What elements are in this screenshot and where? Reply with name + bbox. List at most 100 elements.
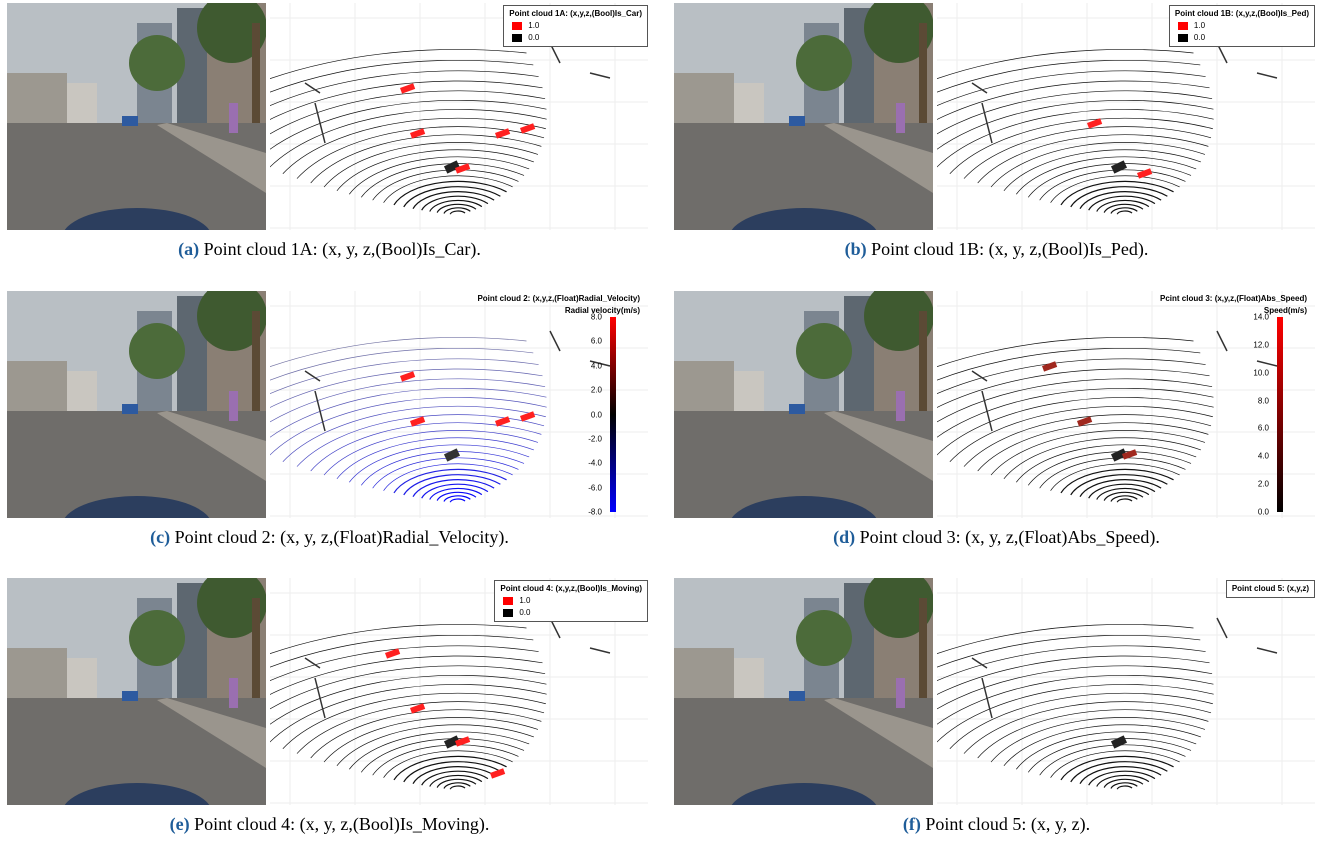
caption-text: Point cloud 3: (x, y, z,(Float)Abs_Speed… <box>860 527 1160 547</box>
scan-ring <box>430 200 482 211</box>
panel: Point cloud 4: (x,y,z,(Bool)Is_Moving)1.… <box>7 578 652 823</box>
building <box>674 73 734 128</box>
colorbar-tick: 12.0 <box>1253 340 1269 349</box>
scan-ring <box>337 725 534 766</box>
street-photo <box>674 3 933 230</box>
caption-label: (b) <box>845 239 867 259</box>
scan-ring <box>937 624 1193 704</box>
colorbar-tick: 4.0 <box>1258 452 1269 461</box>
highlight-cluster <box>400 83 415 93</box>
car-cluster <box>1111 160 1127 173</box>
legend-swatch <box>503 597 513 605</box>
legend-entry: 0.0 <box>512 32 642 44</box>
colorbar-gradient <box>1277 317 1283 512</box>
building <box>7 648 67 703</box>
scan-ring <box>1051 176 1180 203</box>
scan-ring <box>337 150 534 191</box>
scan-ring <box>937 49 1193 129</box>
legend-label: 0.0 <box>1194 32 1205 44</box>
colorbar: Pcint cloud 3: (x,y,z,(Float)Abs_Speed)S… <box>1047 291 1307 518</box>
legend-title: Point cloud 1B: (x,y,z,(Bool)Is_Ped) <box>1175 8 1309 20</box>
scan-ring <box>937 656 1210 726</box>
scan-ring <box>1004 725 1201 766</box>
panel: Point cloud 2: (x,y,z,(Float)Radial_Velo… <box>7 291 652 536</box>
colorbar-unit: Radial velocity(m/s) <box>477 305 640 317</box>
building <box>734 658 764 698</box>
scan-ring <box>450 786 465 789</box>
scan-ring <box>937 646 1206 719</box>
scan-ring <box>270 49 526 129</box>
scan-ring <box>937 684 1214 743</box>
legend-label: 1.0 <box>1194 20 1205 32</box>
legend-label: 0.0 <box>528 32 539 44</box>
legend-swatch <box>512 34 522 42</box>
legend-entry: 1.0 <box>1178 20 1309 32</box>
scan-ring <box>361 739 524 773</box>
scan-ring <box>1051 751 1180 778</box>
legend-swatch <box>503 609 513 617</box>
scan-ring <box>937 109 1214 168</box>
colorbar-tick: 2.0 <box>1258 480 1269 489</box>
caption: (b) Point cloud 1B: (x, y, z,(Bool)Is_Pe… <box>674 239 1319 260</box>
building <box>674 361 734 416</box>
scan-ring <box>1028 164 1191 198</box>
caption-label: (e) <box>170 814 190 834</box>
scan-ring <box>270 646 539 719</box>
caption-text: Point cloud 1B: (x, y, z,(Bool)Is_Ped). <box>871 239 1148 259</box>
pedestrian <box>896 391 905 421</box>
tree <box>129 35 185 91</box>
legend: Point cloud 1B: (x,y,z,(Bool)Is_Ped)1.00… <box>1169 5 1315 47</box>
building <box>674 648 734 703</box>
colorbar-tick: -2.0 <box>588 434 602 443</box>
colorbar-tick: 4.0 <box>591 361 602 370</box>
building <box>7 361 67 416</box>
scan-ring <box>1117 786 1132 789</box>
caption: (e) Point cloud 4: (x, y, z,(Bool)Is_Mov… <box>7 814 652 835</box>
caption: (f) Point cloud 5: (x, y, z). <box>674 814 1319 835</box>
legend-label: 1.0 <box>519 595 530 607</box>
legend-entry: 1.0 <box>512 20 642 32</box>
legend-entry: 1.0 <box>503 595 642 607</box>
colorbar-gradient <box>610 317 616 512</box>
caption: (d) Point cloud 3: (x, y, z,(Float)Abs_S… <box>674 527 1319 548</box>
street-photo <box>7 578 266 805</box>
colorbar-tick: 8.0 <box>1258 396 1269 405</box>
scan-ring <box>270 656 543 726</box>
scan-ring <box>361 164 524 198</box>
colorbar-heading: Pcint cloud 3: (x,y,z,(Float)Abs_Speed) <box>1160 293 1307 305</box>
scan-ring <box>1028 739 1191 773</box>
colorbar-unit: Speed(m/s) <box>1160 305 1307 317</box>
scan-ring <box>450 211 465 214</box>
car <box>789 404 805 414</box>
car <box>122 404 138 414</box>
building <box>67 658 97 698</box>
colorbar-title: Pcint cloud 3: (x,y,z,(Float)Abs_Speed)S… <box>1160 293 1307 317</box>
legend-swatch <box>1178 34 1188 42</box>
panel: Pcint cloud 3: (x,y,z,(Float)Abs_Speed)S… <box>674 291 1319 536</box>
scan-ring <box>430 775 482 786</box>
legend-swatch <box>1178 22 1188 30</box>
colorbar-tick: 10.0 <box>1253 368 1269 377</box>
tree <box>796 610 852 666</box>
colorbar-tick: 8.0 <box>591 313 602 322</box>
legend-entry: 0.0 <box>1178 32 1309 44</box>
pedestrian <box>896 678 905 708</box>
scan-ring <box>1097 200 1149 211</box>
tree <box>129 610 185 666</box>
colorbar-tick: -6.0 <box>588 483 602 492</box>
building <box>7 73 67 128</box>
pedestrian <box>896 103 905 133</box>
scan-ring <box>937 675 1213 738</box>
colorbar: Point cloud 2: (x,y,z,(Float)Radial_Velo… <box>380 291 640 518</box>
colorbar-heading: Point cloud 2: (x,y,z,(Float)Radial_Velo… <box>477 293 640 305</box>
scan-ring <box>937 81 1210 151</box>
caption-label: (a) <box>178 239 199 259</box>
car <box>789 691 805 701</box>
scan-ring <box>270 624 526 704</box>
pedestrian <box>229 678 238 708</box>
page: Point cloud 1A: (x,y,z,(Bool)Is_Car)1.00… <box>0 0 1323 842</box>
scan-ring <box>270 684 547 743</box>
panel: Point cloud 1A: (x,y,z,(Bool)Is_Car)1.00… <box>7 3 652 248</box>
caption-text: Point cloud 2: (x, y, z,(Float)Radial_Ve… <box>175 527 509 547</box>
tree <box>796 323 852 379</box>
